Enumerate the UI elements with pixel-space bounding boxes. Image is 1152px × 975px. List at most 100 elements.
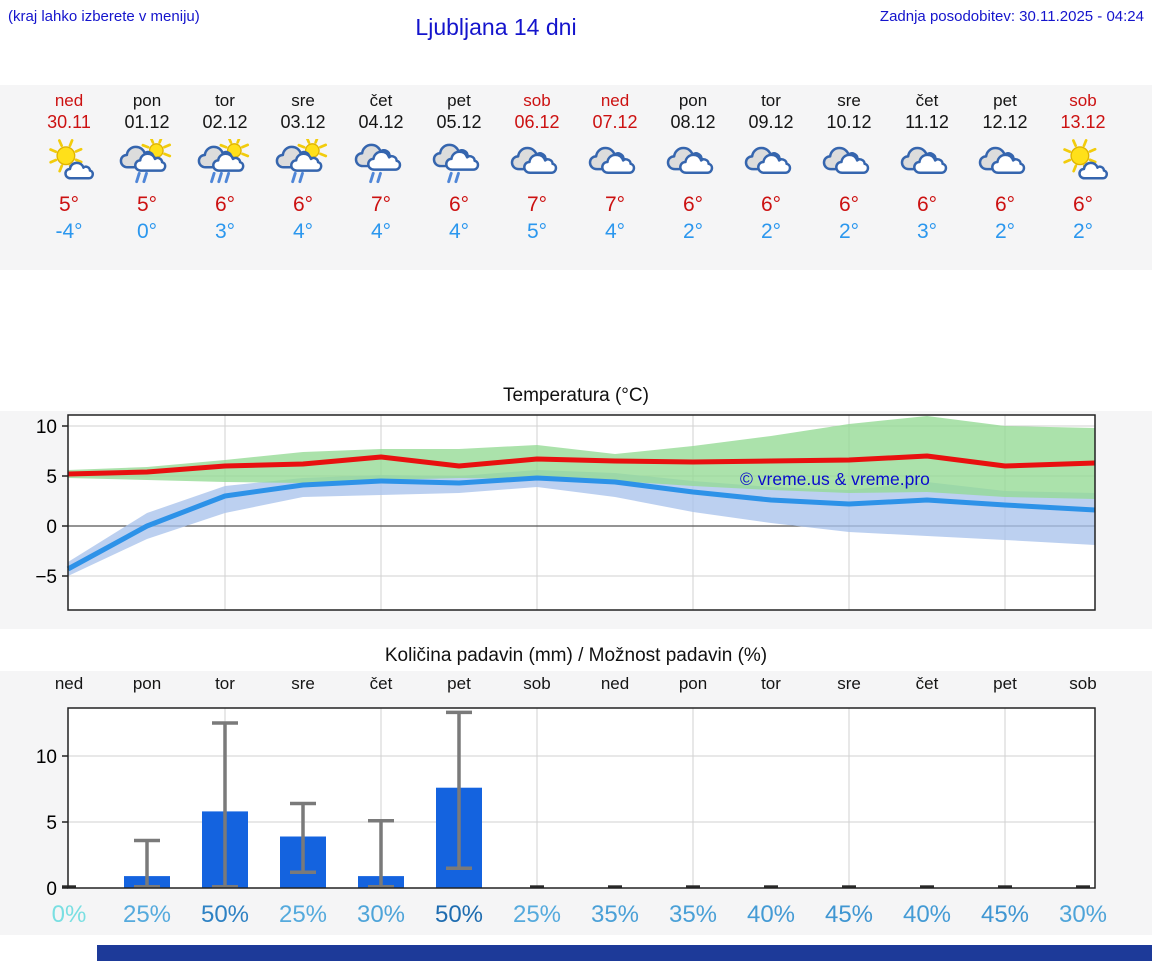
temp-max: 7° bbox=[526, 193, 548, 216]
precip-day-label: tor bbox=[215, 674, 235, 693]
precip-probability: 50% bbox=[200, 901, 250, 928]
forecast-day: pet 05.12 6° 4° bbox=[420, 85, 498, 270]
temp-min: 2° bbox=[994, 220, 1016, 243]
mostly-sunny-icon bbox=[30, 139, 108, 189]
precip-day-label: čet bbox=[915, 674, 939, 693]
precip-zero-tick bbox=[842, 885, 856, 888]
temp-ytick: 5 bbox=[46, 467, 57, 488]
mostly-sunny-icon bbox=[1044, 139, 1122, 189]
forecast-day: sob 06.12 7° 5° bbox=[498, 85, 576, 270]
cloudy-icon bbox=[966, 139, 1044, 189]
rain-icon bbox=[420, 139, 498, 189]
rain-icon bbox=[342, 139, 420, 189]
precip-probability-labels: 0% 25% 50% 25% 30% 50% 25% 35% 35% 40% 45% 40% 45% 30… bbox=[0, 897, 1152, 935]
day-date: 13.12 bbox=[1060, 112, 1106, 132]
temp-min: 4° bbox=[370, 220, 392, 243]
precip-probability: 40% bbox=[746, 901, 796, 928]
max-temp-line bbox=[67, 453, 1096, 477]
precip-ytick: 0 bbox=[46, 879, 57, 897]
precip-day-label: pet bbox=[447, 674, 471, 693]
precip-probability: 40% bbox=[902, 901, 952, 928]
precipitation-chart-area: ned pon tor sre čet pet sob ned pon tor sre čet pet s… bbox=[0, 671, 1152, 935]
precip-probability: 35% bbox=[668, 901, 718, 928]
temp-max: 7° bbox=[604, 193, 626, 216]
temp-min: 0° bbox=[136, 220, 158, 243]
precip-zero-tick bbox=[998, 885, 1012, 888]
forecast-day: čet 04.12 7° 4° bbox=[342, 85, 420, 270]
day-date: 03.12 bbox=[280, 112, 326, 132]
footer-bar bbox=[97, 945, 1152, 961]
day-date: 02.12 bbox=[202, 112, 248, 132]
sun-rain-icon bbox=[108, 135, 186, 189]
temp-min: 2° bbox=[682, 220, 704, 243]
cloudy-icon bbox=[732, 139, 810, 189]
temp-min: 3° bbox=[214, 220, 236, 243]
last-update-label: Zadnja posodobitev: 30.11.2025 - 04:24 bbox=[879, 8, 1144, 25]
temp-max: 6° bbox=[292, 193, 314, 216]
temp-max: 5° bbox=[136, 193, 158, 216]
temp-max: 7° bbox=[370, 193, 392, 216]
precip-day-label: ned bbox=[600, 674, 630, 693]
precip-probability: 25% bbox=[122, 901, 172, 928]
day-name: ned bbox=[600, 91, 630, 110]
day-date: 07.12 bbox=[592, 112, 638, 132]
forecast-strip: ned 30.11 5° -4° pon 01.12 5° 0° tor 02.… bbox=[0, 85, 1152, 270]
menu-hint: (kraj lahko izberete v meniju) bbox=[8, 8, 200, 25]
forecast-day: sre 03.12 6° 4° bbox=[264, 85, 342, 270]
precip-zero-tick bbox=[764, 885, 778, 888]
precip-probability: 35% bbox=[590, 901, 640, 928]
temp-min: 4° bbox=[448, 220, 470, 243]
day-name: pon bbox=[678, 91, 708, 110]
temperature-chart-title: Temperatura (°C) bbox=[503, 385, 649, 406]
precip-probability: 0% bbox=[51, 901, 87, 928]
temp-max: 6° bbox=[1072, 193, 1094, 216]
precip-probability: 25% bbox=[512, 901, 562, 928]
min-temp-line bbox=[66, 475, 1096, 572]
forecast-day: pon 08.12 6° 2° bbox=[654, 85, 732, 270]
precip-ytick: 5 bbox=[46, 813, 57, 834]
day-date: 12.12 bbox=[982, 112, 1028, 132]
day-name: ned bbox=[54, 91, 84, 110]
day-name: čet bbox=[915, 91, 939, 110]
forecast-day: pet 12.12 6° 2° bbox=[966, 85, 1044, 270]
temp-min: 4° bbox=[292, 220, 314, 243]
precip-day-label: pet bbox=[993, 674, 1017, 693]
temp-max: 6° bbox=[994, 193, 1016, 216]
max-temp-band bbox=[68, 416, 1095, 499]
temperature-chart-area: © vreme.us & vreme.pro 10 5 0 −5 bbox=[0, 411, 1152, 629]
cloudy-icon bbox=[654, 139, 732, 189]
day-name: čet bbox=[369, 91, 393, 110]
temp-ytick: −5 bbox=[35, 567, 57, 588]
temp-max: 6° bbox=[214, 193, 236, 216]
day-date: 01.12 bbox=[124, 112, 170, 132]
temp-min: 2° bbox=[838, 220, 860, 243]
precip-day-label: sre bbox=[291, 674, 315, 693]
forecast-day: tor 02.12 6° 3° bbox=[186, 85, 264, 270]
temp-min: 4° bbox=[604, 220, 626, 243]
precip-day-label: sre bbox=[837, 674, 861, 693]
day-name: tor bbox=[761, 91, 781, 110]
day-date: 08.12 bbox=[670, 112, 716, 132]
precip-zero-tick bbox=[608, 885, 622, 888]
temp-max: 6° bbox=[838, 193, 860, 216]
temp-max: 5° bbox=[58, 193, 80, 216]
watermark: © vreme.us & vreme.pro bbox=[740, 469, 930, 489]
temp-max: 6° bbox=[916, 193, 938, 216]
precip-day-label: ned bbox=[54, 674, 84, 693]
day-date: 05.12 bbox=[436, 112, 482, 132]
precip-probability: 45% bbox=[824, 901, 874, 928]
temp-ytick: 0 bbox=[46, 517, 57, 538]
precip-day-label: tor bbox=[761, 674, 781, 693]
precip-day-label: sob bbox=[1069, 674, 1097, 693]
day-name: sre bbox=[837, 91, 861, 110]
precip-day-label: čet bbox=[369, 674, 393, 693]
day-date: 30.11 bbox=[47, 112, 91, 132]
cloudy-icon bbox=[576, 139, 654, 189]
day-name: pet bbox=[447, 91, 471, 110]
day-date: 10.12 bbox=[826, 112, 872, 132]
precip-probability: 25% bbox=[278, 901, 328, 928]
day-name: tor bbox=[215, 91, 235, 110]
forecast-day: pon 01.12 5° 0° bbox=[108, 85, 186, 270]
precip-zero-tick bbox=[62, 885, 76, 888]
day-date: 04.12 bbox=[358, 112, 404, 132]
